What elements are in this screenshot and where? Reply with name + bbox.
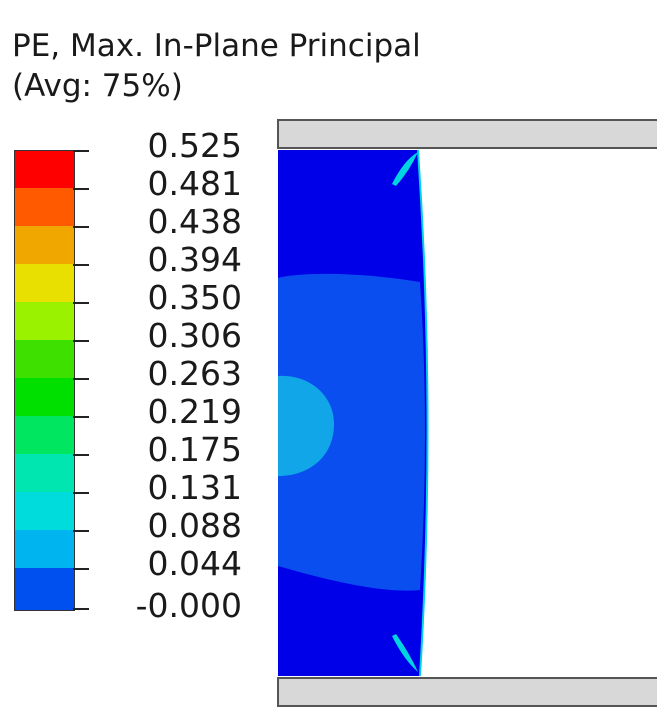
specimen-corner-highlight-top — [392, 152, 418, 186]
legend-swatch-1 — [14, 150, 75, 189]
legend-tick — [73, 188, 89, 190]
legend-swatch-8 — [14, 416, 75, 454]
legend-label: 0.044 — [147, 544, 242, 583]
legend-tick — [73, 226, 89, 228]
legend-label: 0.131 — [147, 468, 242, 507]
legend-label: 0.088 — [147, 506, 242, 545]
legend-label: 0.219 — [147, 392, 242, 431]
legend-tick — [73, 264, 89, 266]
legend-title-line1: PE, Max. In-Plane Principal — [12, 28, 421, 64]
legend-swatch-4 — [14, 264, 75, 302]
legend-swatch-12 — [14, 568, 75, 611]
specimen-edge — [417, 149, 429, 677]
specimen-corner-highlight-bottom — [392, 634, 418, 672]
legend-label: 0.263 — [147, 354, 242, 393]
legend-swatch-7 — [14, 378, 75, 416]
legend-swatch-6 — [14, 340, 75, 378]
specimen-core-region — [278, 375, 334, 476]
contour-legend: 0.525 0.481 0.438 0.394 0.350 0.306 0.26… — [0, 0, 260, 714]
specimen-mid-band — [278, 273, 425, 591]
legend-label: 0.438 — [147, 202, 242, 241]
legend-swatch-10 — [14, 492, 75, 530]
legend-label: 0.525 — [147, 126, 242, 165]
bottom-plate — [277, 677, 657, 707]
legend-label: 0.175 — [147, 430, 242, 469]
legend-tick — [73, 530, 89, 532]
legend-label: 0.306 — [147, 316, 242, 355]
legend-label: 0.350 — [147, 278, 242, 317]
legend-tick — [73, 302, 89, 304]
legend-tick — [73, 454, 89, 456]
legend-swatch-3 — [14, 226, 75, 264]
legend-tick — [73, 416, 89, 418]
legend-tick — [73, 150, 89, 152]
legend-tick — [73, 608, 89, 610]
legend-tick — [73, 492, 89, 494]
legend-swatch-11 — [14, 530, 75, 568]
legend-tick — [73, 378, 89, 380]
legend-swatch-5 — [14, 302, 75, 340]
legend-swatch-9 — [14, 454, 75, 492]
top-plate — [277, 119, 657, 149]
legend-label: 0.394 — [147, 240, 242, 279]
legend-tick — [73, 568, 89, 570]
legend-title-line2: (Avg: 75%) — [12, 68, 183, 104]
legend-swatch-2 — [14, 188, 75, 226]
legend-tick — [73, 340, 89, 342]
legend-title: PE, Max. In-Plane Principal (Avg: 75%) — [12, 26, 421, 106]
legend-label: 0.481 — [147, 164, 242, 203]
legend-label: -0.000 — [135, 586, 242, 625]
